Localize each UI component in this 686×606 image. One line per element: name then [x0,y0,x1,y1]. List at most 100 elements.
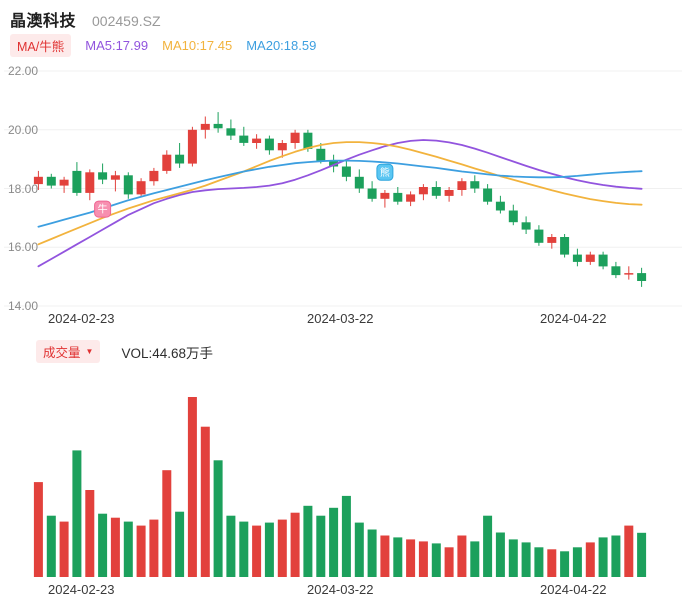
price-chart-svg[interactable]: 牛熊 [0,58,686,308]
volume-bar [187,397,197,577]
volume-bar [585,542,595,577]
candle-body [393,192,403,202]
volume-bar [444,547,454,577]
volume-bar [637,532,647,577]
volume-bar [457,535,467,577]
x-axis-date-label: 2024-04-22 [540,582,607,597]
candle-body [264,138,274,151]
candle-body [110,175,120,180]
candle-body [483,188,493,202]
volume-bar [547,549,557,577]
candle-body [46,176,56,186]
bull-marker-icon[interactable]: 牛 [94,200,112,218]
volume-bar [611,535,621,577]
candle-body [162,154,172,171]
volume-bar [470,541,480,577]
candle-body [380,192,390,199]
candle-body [560,237,570,255]
candle-body [239,135,249,143]
volume-bar [560,551,570,577]
volume-bar [418,541,428,577]
candle-body [59,179,69,186]
candle-body [572,254,582,262]
stock-code: 002459.SZ [92,13,161,29]
volume-x-axis: 2024-02-23 2024-03-22 2024-04-22 [0,582,686,600]
volume-indicator-selector[interactable]: 成交量 ▼ [36,340,101,363]
candle-body [72,170,82,193]
volume-bar [46,515,56,577]
volume-bar [329,507,339,577]
volume-chart-svg[interactable] [0,372,686,580]
volume-bar [290,512,300,577]
volume-bar [136,525,146,577]
candle-body [624,273,634,275]
volume-bar [483,515,493,577]
volume-bar [200,426,210,577]
volume-bar [252,525,262,577]
candle-body [316,148,326,161]
stock-name: 晶澳科技 [10,13,77,30]
candle-body [85,172,95,193]
volume-bar [239,521,249,577]
candle-body [431,187,441,196]
candle-body [354,176,364,189]
bear-marker-icon[interactable]: 熊 [376,163,394,181]
ma10-label: MA10:17.45 [162,38,233,53]
x-axis-date-label: 2024-02-23 [48,582,115,597]
volume-bar [110,517,120,577]
x-axis-date-label: 2024-03-22 [307,582,374,597]
volume-bar [85,490,95,577]
volume-bar [303,505,313,577]
volume-bar [367,529,377,577]
ma-indicator-badge[interactable]: MA/牛熊 [10,34,72,57]
candle-body [495,201,505,211]
volume-bar [123,521,133,577]
volume-header: 成交量 ▼ VOL:44.68万手 [36,340,213,363]
volume-bar [316,515,326,577]
volume-badge-label: 成交量 [43,346,81,360]
candle-body [33,176,43,185]
volume-bar [59,521,69,577]
candle-body [341,166,351,177]
candle-body [521,222,531,230]
x-axis-date-label: 2024-02-23 [48,311,115,326]
candle-body [252,138,262,143]
volume-bar [393,537,403,577]
volume-bar [354,522,364,577]
volume-value-label: VOL:44.68万手 [121,345,213,361]
volume-bar [226,515,236,577]
volume-bar [264,522,274,577]
volume-bar [508,539,518,577]
candle-body [277,143,287,151]
indicator-legend: MA/牛熊 MA5:17.99 MA10:17.45 MA20:18.59 [10,34,316,57]
header: 晶澳科技 002459.SZ [10,7,161,31]
candle-body [406,194,416,202]
candle-body [213,123,223,129]
price-x-axis: 2024-02-23 2024-03-22 2024-04-22 [0,311,686,329]
volume-bar [149,519,159,577]
x-axis-date-label: 2024-04-22 [540,311,607,326]
volume-bar [175,511,185,577]
volume-bar [534,547,544,577]
candle-body [611,266,621,276]
candle-body [508,210,518,223]
volume-bar [162,470,172,577]
candle-body [290,132,300,143]
ma5-line [37,139,643,268]
volume-bar [213,460,223,577]
candle-body [98,172,108,180]
candle-body [226,128,236,136]
svg-text:牛: 牛 [98,203,108,216]
volume-bar [98,513,108,577]
candle-body [547,237,557,243]
svg-text:熊: 熊 [380,166,390,179]
volume-bar [598,537,608,577]
volume-bar [33,482,43,577]
volume-bar [406,539,416,577]
volume-bar [277,519,287,577]
volume-bar [431,543,441,577]
candle-body [534,229,544,243]
ma20-label: MA20:18.59 [246,38,317,53]
candle-body [418,187,428,195]
